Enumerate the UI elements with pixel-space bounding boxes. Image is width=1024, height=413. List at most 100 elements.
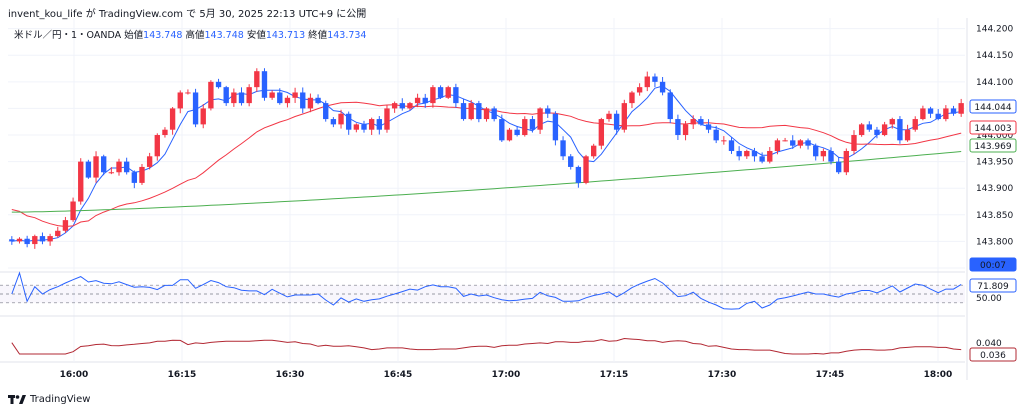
candle-body — [414, 97, 421, 104]
candle-body — [346, 113, 352, 130]
candle-body — [560, 140, 566, 157]
candle-body — [70, 201, 76, 221]
time-tick-label: 16:45 — [384, 370, 413, 380]
candle-body — [55, 230, 61, 237]
grid-lines — [0, 18, 968, 380]
rsi-level-label: 50.00 — [976, 294, 1002, 304]
candle-body — [254, 71, 260, 88]
candle-body — [192, 92, 199, 125]
candle-body — [736, 150, 742, 157]
candle-body — [47, 236, 53, 242]
candle-body — [636, 87, 643, 93]
candle-body — [568, 156, 574, 167]
candle-body — [529, 119, 536, 130]
candle-body — [828, 150, 834, 162]
candle-body — [744, 150, 750, 157]
open-label: 始値 — [124, 30, 144, 41]
candle-body — [231, 92, 237, 104]
candle-body — [667, 92, 673, 120]
price-tick-label: 143.800 — [976, 237, 1013, 247]
candle-body — [575, 166, 582, 183]
candle-body — [116, 161, 122, 173]
candle-body — [835, 161, 842, 173]
rsi-line — [11, 271, 962, 310]
candle-body — [399, 103, 405, 109]
candle-body — [78, 161, 84, 202]
candle-body — [491, 108, 497, 120]
high-label: 高値 — [185, 30, 205, 41]
symbol-name[interactable]: 米ドル／円・1・OANDA — [14, 30, 122, 41]
time-tick-label: 16:30 — [276, 370, 305, 380]
candle-body — [208, 81, 214, 109]
candle-body — [866, 124, 872, 130]
candle-body — [927, 108, 934, 114]
rsi-pane: 71.809 50.00 — [0, 271, 1017, 310]
candle-body — [108, 172, 115, 174]
candle-body — [629, 92, 635, 104]
candle-body — [32, 236, 38, 245]
candle-body — [552, 113, 559, 141]
candle-body — [361, 124, 367, 130]
candle-body — [851, 135, 857, 151]
candle-body — [146, 156, 153, 167]
candle-body — [139, 166, 145, 183]
candle-body — [277, 92, 283, 104]
candle-body — [659, 81, 666, 93]
candle-body — [177, 92, 183, 109]
candle-body — [330, 119, 337, 125]
price-label-box — [969, 120, 1017, 135]
candle-body — [16, 238, 23, 242]
candle-body — [805, 140, 811, 146]
candle-body — [284, 97, 291, 104]
candle-body — [24, 238, 30, 245]
candle-body — [468, 103, 474, 120]
time-axis[interactable]: 16:00 16:15 16:30 16:45 17:00 17:15 17:30 17:45… — [60, 370, 953, 380]
candle-body — [300, 92, 306, 109]
candle-body — [430, 87, 436, 104]
candle-body — [85, 161, 92, 178]
candle-body — [797, 140, 804, 146]
low-value: 143.713 — [265, 30, 306, 41]
candle-body — [751, 150, 758, 157]
candle-body — [123, 161, 130, 173]
price-axis[interactable]: 144.200144.150144.100144.050144.000143.9… — [969, 25, 1017, 274]
candle-body — [238, 92, 245, 104]
rsi-label-box — [969, 278, 1017, 293]
candle-body — [154, 135, 160, 157]
atr-line — [11, 337, 962, 355]
candle-body — [185, 92, 191, 94]
candle-body — [506, 129, 513, 141]
price-tick-label: 143.850 — [976, 211, 1013, 221]
price-tick-label: 144.200 — [976, 25, 1013, 35]
candle-body — [613, 113, 620, 130]
candlestick-series — [9, 68, 964, 249]
candle-body — [453, 87, 459, 104]
price-tick-label: 144.000 — [976, 131, 1013, 141]
candle-body — [912, 119, 918, 130]
candle-body — [384, 108, 390, 130]
candle-body — [169, 108, 176, 130]
brand-footer[interactable]: TradingView — [8, 394, 90, 405]
time-tick-label: 17:15 — [600, 370, 629, 380]
candle-body — [935, 113, 941, 120]
candle-body — [514, 129, 520, 136]
price-label-ma_fast: 144.044 — [974, 103, 1011, 113]
candle-body — [353, 124, 360, 130]
candle-body — [698, 119, 704, 125]
rsi-current-label: 71.809 — [977, 282, 1009, 292]
candle-body — [591, 145, 597, 157]
candle-body — [215, 81, 222, 88]
candle-body — [904, 129, 911, 141]
low-label: 安値 — [246, 30, 266, 41]
candle-body — [292, 92, 298, 98]
candle-body — [790, 140, 796, 146]
price-tick-label: 143.900 — [976, 184, 1013, 194]
candle-body — [774, 140, 781, 151]
brand-name: TradingView — [30, 394, 91, 405]
candle-body — [307, 97, 314, 109]
candle-body — [843, 150, 850, 173]
candle-body — [499, 119, 505, 141]
candle-body — [422, 97, 428, 104]
candle-body — [598, 119, 605, 146]
